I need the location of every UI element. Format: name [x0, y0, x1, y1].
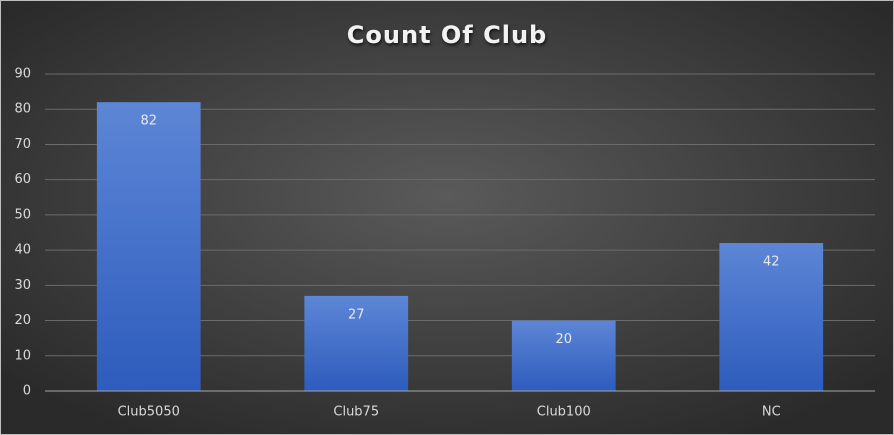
y-tick-label: 30	[14, 278, 31, 293]
data-label: 27	[348, 307, 365, 322]
y-tick-label: 10	[14, 348, 31, 363]
x-tick-label: Club75	[333, 405, 379, 420]
y-tick-label: 70	[14, 137, 31, 152]
y-tick-label: 20	[14, 313, 31, 328]
x-tick-label: Club100	[537, 405, 591, 420]
bar	[719, 243, 824, 391]
y-tick-label: 60	[14, 172, 31, 187]
x-tick-label: Club5050	[118, 405, 180, 420]
bar	[96, 102, 201, 391]
y-tick-label: 40	[14, 243, 31, 258]
bar	[511, 320, 616, 391]
data-label: 20	[555, 332, 572, 347]
data-label: 82	[140, 114, 157, 129]
y-tick-label: 90	[14, 67, 31, 82]
data-label: 42	[763, 255, 780, 270]
chart-title: Count Of Club	[347, 21, 547, 49]
y-tick-label: 80	[14, 102, 31, 117]
x-tick-label: NC	[762, 405, 781, 420]
bar	[304, 295, 409, 391]
y-tick-label: 0	[23, 384, 31, 399]
y-tick-label: 50	[14, 207, 31, 222]
